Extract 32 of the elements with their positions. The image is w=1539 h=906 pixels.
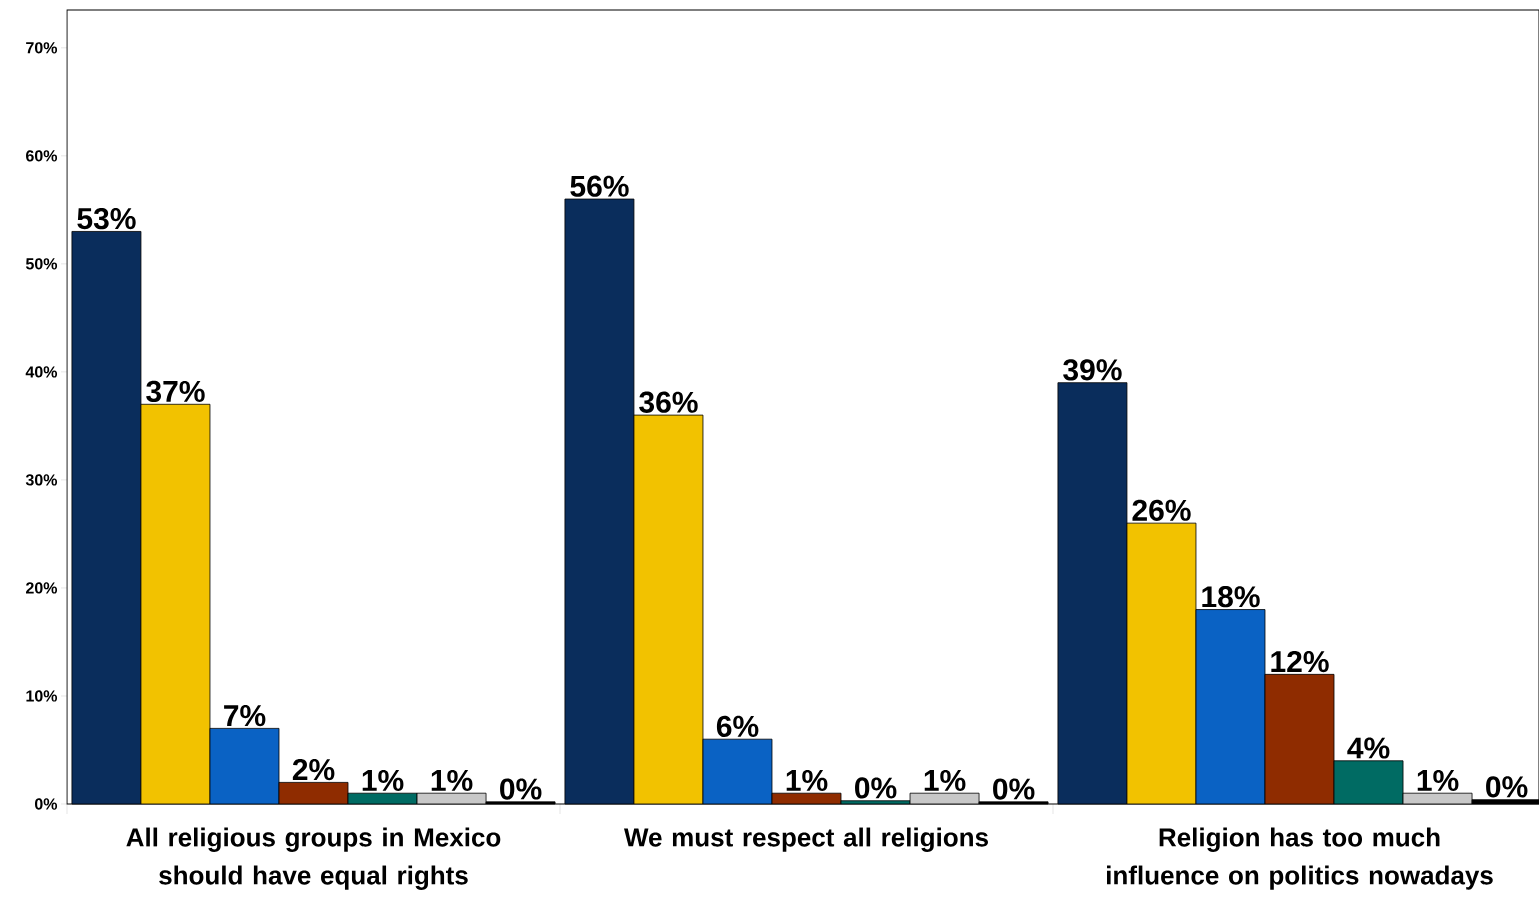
data-label: 7%	[224, 705, 266, 727]
y-tick-label: 30%	[25, 474, 58, 486]
data-label: 6%	[716, 715, 759, 737]
y-tick-label: 20%	[26, 582, 58, 594]
y-tick-label: 70%	[26, 42, 58, 54]
data-label: 39%	[1063, 359, 1122, 381]
data-label: 0%	[1486, 776, 1528, 798]
data-label: 1%	[362, 769, 404, 791]
y-tick-label: 40%	[25, 366, 58, 378]
y-tick-label: 60%	[26, 150, 58, 162]
data-label: 53%	[77, 207, 136, 230]
data-label: 37%	[146, 380, 205, 403]
data-label: 1%	[1417, 769, 1459, 791]
data-label: 1%	[924, 769, 966, 791]
data-label: 0%	[855, 777, 897, 799]
data-label: 26%	[1132, 499, 1191, 521]
data-label: 2%	[292, 759, 335, 781]
data-label: 1%	[786, 769, 828, 791]
data-label: 56%	[570, 175, 629, 197]
data-label: 18%	[1202, 586, 1260, 608]
y-tick-label: 0%	[34, 798, 58, 810]
data-label: 1%	[431, 769, 473, 791]
y-tick-label: 10%	[26, 690, 58, 702]
data-label: 0%	[993, 778, 1035, 800]
x-tick-label: We must respect all religions	[624, 827, 988, 852]
data-label: 12%	[1271, 650, 1329, 673]
x-tick-label: Religion has too much influence on politics nowadays	[1107, 827, 1493, 890]
y-tick-label: 50%	[25, 258, 58, 270]
x-tick-label: All religious groups in Mexico should have equal rights	[126, 827, 501, 890]
data-label: 0%	[500, 778, 542, 800]
data-label: 36%	[639, 391, 698, 413]
data-label: 4%	[1347, 737, 1390, 759]
